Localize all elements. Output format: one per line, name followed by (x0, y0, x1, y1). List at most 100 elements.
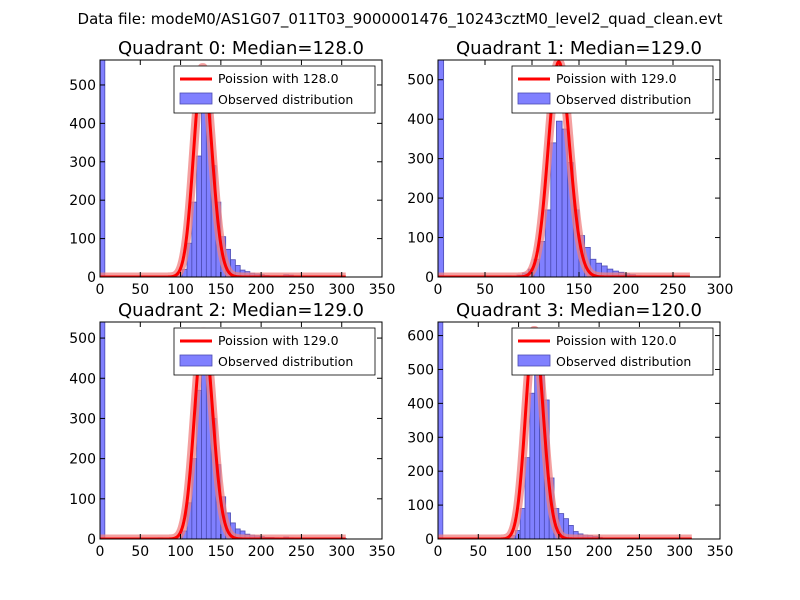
panel-title: Quadrant 3: Median=120.0 (456, 300, 702, 321)
x-tick-label: 200 (586, 544, 613, 560)
x-tick-label: 250 (626, 544, 653, 560)
y-tick-label: 300 (69, 411, 96, 427)
quadrant-3: Quadrant 3: Median=120.0 0 50 100 150 200 250 3… (407, 300, 733, 560)
y-tick-label: 200 (407, 191, 434, 207)
histogram-bar (201, 101, 207, 277)
y-tick-label: 400 (69, 371, 96, 387)
axes-frame (99, 321, 383, 540)
x-tick-label: 150 (545, 544, 572, 560)
histogram-bar (100, 322, 106, 539)
poisson-curve (100, 330, 347, 539)
axes-frame (437, 321, 721, 540)
x-tick-label: 250 (660, 282, 687, 298)
y-tick-label: 200 (69, 452, 96, 468)
poisson-curve (438, 328, 693, 539)
y-tick-label: 400 (69, 116, 96, 132)
x-tick-label: 100 (519, 282, 546, 298)
y-tick-label: 100 (407, 231, 434, 247)
legend-label: Poission with 129.0 (556, 71, 677, 86)
y-tick-label: 100 (69, 492, 96, 508)
legend-label: Observed distribution (218, 354, 353, 369)
legend-label: Poission with 128.0 (218, 71, 339, 86)
y-tick-label: 200 (407, 464, 434, 480)
x-tick-label: 200 (613, 282, 640, 298)
poisson-curve (100, 66, 347, 277)
quadrant-1: Quadrant 1: Median=129.0 0 50 100 150 200 250 3… (407, 38, 733, 298)
legend: Poission with 128.0 Observed distribution (173, 65, 376, 114)
histogram-bar (556, 120, 563, 277)
legend-label: Observed distribution (556, 92, 691, 107)
plot-area (438, 322, 696, 539)
y-tick-label: 400 (407, 396, 434, 412)
histogram-bar (438, 60, 445, 277)
panel-title: Quadrant 2: Median=129.0 (118, 300, 364, 321)
legend-label: Observed distribution (218, 92, 353, 107)
legend-box (511, 327, 714, 376)
x-tick-label: 50 (131, 282, 149, 298)
x-tick-label: 100 (167, 282, 194, 298)
x-tick-label: 0 (434, 544, 443, 560)
quadrant-0: Quadrant 0: Median=128.0 0 50 100 150 200 250 3… (69, 38, 395, 298)
x-tick-label: 100 (167, 544, 194, 560)
legend: Poission with 129.0 Observed distribution (511, 65, 714, 114)
x-tick-label: 150 (566, 282, 593, 298)
legend-label: Poission with 120.0 (556, 333, 677, 348)
y-tick-label: 500 (407, 362, 434, 378)
y-tick-label: 0 (87, 532, 96, 548)
y-tick-label: 300 (407, 152, 434, 168)
histogram-bar (438, 322, 444, 539)
y-tick-label: 0 (425, 270, 434, 286)
quadrant-2: Quadrant 2: Median=129.0 0 50 100 150 200 250 3… (69, 300, 395, 560)
histogram-bar (529, 392, 536, 539)
legend-bar-swatch (517, 354, 551, 367)
x-tick-label: 250 (288, 282, 315, 298)
x-tick-label: 0 (96, 282, 105, 298)
histogram-bar (100, 60, 106, 277)
legend-bar-swatch (179, 354, 213, 367)
figure-suptitle: Data file: modeM0/AS1G07_011T03_90000014… (78, 10, 723, 29)
x-tick-label: 300 (707, 282, 734, 298)
subplot-grid: Quadrant 0: Median=128.0 0 50 100 150 200 250 3… (69, 38, 733, 560)
x-tick-label: 100 (505, 544, 532, 560)
x-tick-label: 300 (328, 544, 355, 560)
x-tick-label: 350 (707, 544, 734, 560)
y-tick-label: 0 (87, 270, 96, 286)
legend-label: Observed distribution (556, 354, 691, 369)
y-tick-label: 100 (69, 232, 96, 248)
x-tick-label: 50 (476, 282, 494, 298)
histogram-bar (550, 142, 557, 277)
legend-label: Poission with 129.0 (218, 333, 339, 348)
histogram-bar (196, 155, 202, 277)
panel-title: Quadrant 0: Median=128.0 (118, 38, 364, 59)
x-tick-label: 200 (248, 282, 275, 298)
legend: Poission with 129.0 Observed distribution (173, 327, 376, 376)
y-tick-label: 200 (69, 193, 96, 209)
x-tick-label: 200 (248, 544, 275, 560)
y-tick-label: 300 (69, 155, 96, 171)
y-tick-label: 600 (407, 329, 434, 345)
legend-box (173, 65, 376, 114)
y-tick-label: 300 (407, 430, 434, 446)
x-tick-label: 150 (207, 282, 234, 298)
x-tick-label: 150 (207, 544, 234, 560)
legend-bar-swatch (517, 92, 551, 105)
y-tick-label: 500 (69, 78, 96, 94)
legend-box (511, 65, 714, 114)
x-tick-label: 350 (369, 282, 396, 298)
x-tick-label: 350 (369, 544, 396, 560)
x-tick-label: 300 (328, 282, 355, 298)
y-tick-label: 100 (407, 498, 434, 514)
y-tick-label: 0 (425, 532, 434, 548)
legend: Poission with 120.0 Observed distribution (511, 327, 714, 376)
legend-bar-swatch (179, 92, 213, 105)
plot-area (100, 60, 350, 277)
panel-title: Quadrant 1: Median=129.0 (456, 38, 702, 59)
y-tick-label: 500 (407, 73, 434, 89)
y-tick-label: 500 (69, 331, 96, 347)
axes-frame (99, 59, 383, 278)
x-tick-label: 50 (469, 544, 487, 560)
x-tick-label: 0 (434, 282, 443, 298)
x-tick-label: 300 (666, 544, 693, 560)
x-tick-label: 0 (96, 544, 105, 560)
